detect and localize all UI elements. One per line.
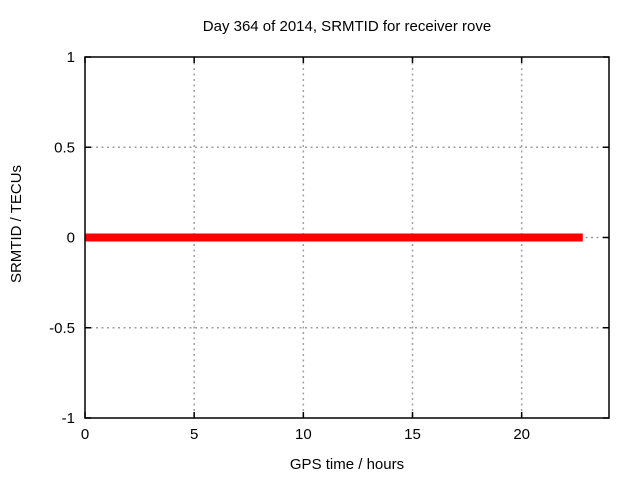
x-tick-label: 20 xyxy=(513,426,530,443)
x-axis-label: GPS time / hours xyxy=(290,456,404,473)
y-tick-label: 0.5 xyxy=(54,139,75,156)
y-tick-label: 0 xyxy=(67,230,75,247)
chart-title: Day 364 of 2014, SRMTID for receiver rov… xyxy=(203,18,491,35)
y-axis-label: SRMTID / TECUs xyxy=(8,165,25,283)
y-tick-label: 1 xyxy=(67,49,75,66)
tick-label-layer: 0 5 10 15 20 -1 -0.5 0 0.5 1 xyxy=(49,49,530,443)
x-tick-label: 5 xyxy=(190,426,198,443)
x-tick-label: 10 xyxy=(295,426,312,443)
x-tick-label: 15 xyxy=(404,426,421,443)
border-layer xyxy=(84,56,610,419)
plot-border xyxy=(84,56,610,419)
y-tick-label: -0.5 xyxy=(49,320,75,337)
y-tick-label: -1 xyxy=(62,410,75,427)
x-tick-label: 0 xyxy=(81,426,89,443)
